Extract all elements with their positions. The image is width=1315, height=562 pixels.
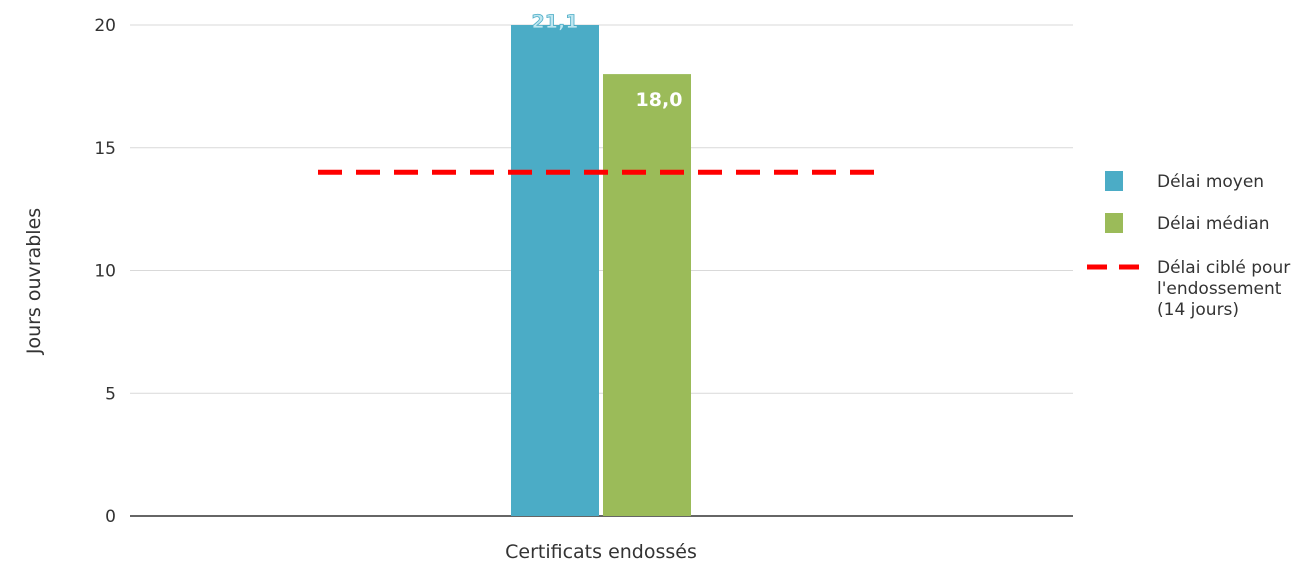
data-label: 21,1 — [532, 11, 579, 33]
x-category-label: Certificats endossés — [505, 541, 697, 562]
y-tick-label: 5 — [105, 384, 116, 404]
legend-label: Délai moyen — [1157, 172, 1264, 192]
legend-label: Délai médian — [1157, 214, 1270, 234]
y-axis-title: Jours ouvrables — [23, 208, 45, 355]
y-tick-label: 15 — [94, 139, 116, 159]
y-tick-labels: 0 5 10 15 20 — [94, 16, 116, 527]
legend: Délai moyen Délai médian Délai ciblé pourl… — [1087, 171, 1290, 320]
data-label: 18,0 — [636, 89, 683, 111]
legend-swatch — [1105, 171, 1123, 191]
data-labels: 21,1 18,0 — [531, 11, 683, 111]
legend-label-line: (14 jours) — [1157, 300, 1239, 320]
y-tick-label: 20 — [94, 16, 116, 36]
bar-median — [603, 74, 691, 516]
legend-swatch — [1105, 213, 1123, 233]
grid-lines — [130, 24, 1073, 517]
legend-label-line: Délai ciblé pour — [1157, 258, 1290, 278]
y-tick-label: 10 — [94, 262, 116, 282]
legend-label-line: l'endossement — [1157, 279, 1282, 299]
bar-mean — [511, 25, 599, 516]
bars — [511, 25, 691, 516]
y-tick-label: 0 — [105, 507, 116, 527]
